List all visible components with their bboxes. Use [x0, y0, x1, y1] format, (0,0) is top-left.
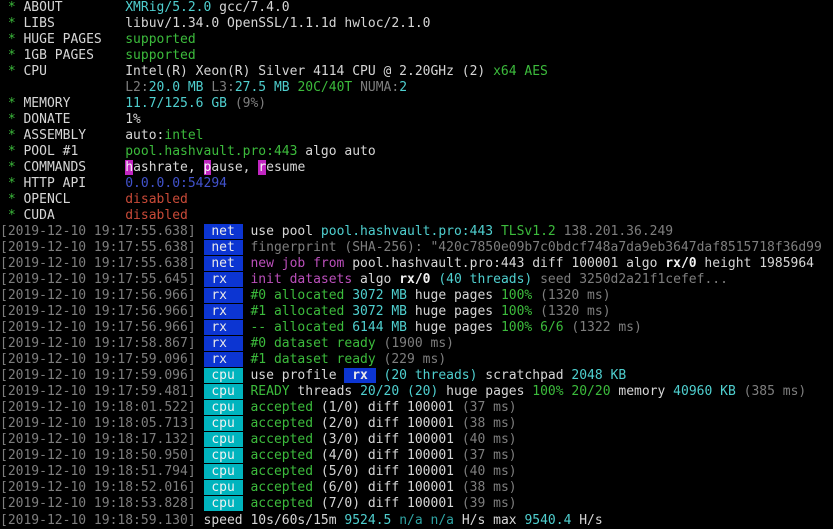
net-tag: net: [203, 224, 243, 240]
rx-tag: rx: [203, 352, 243, 368]
log-line-cpu-accepted-2: [2019-12-10 19:18:05.713] cpu accepted (…: [0, 416, 517, 432]
cpu-tag: cpu: [203, 400, 243, 416]
timestamp: [2019-12-10 19:17:55.645]: [0, 272, 196, 288]
log-line-net-fingerprint: [2019-12-10 19:17:55.638] net fingerprin…: [0, 240, 822, 256]
cpu-tag: cpu: [203, 416, 243, 432]
rx-profile-badge: rx: [344, 368, 376, 384]
config-line-commands: * COMMANDS hashrate, pause, resume: [0, 160, 306, 176]
log-line-cpu-accepted-7: [2019-12-10 19:18:53.828] cpu accepted (…: [0, 496, 517, 512]
timestamp: [2019-12-10 19:17:59.096]: [0, 352, 196, 368]
config-line-http-api: * HTTP API 0.0.0.0:54294: [0, 176, 227, 192]
config-line-1gb-pages: * 1GB PAGES supported: [0, 48, 196, 64]
timestamp: [2019-12-10 19:18:17.132]: [0, 432, 196, 448]
cpu-tag: cpu: [203, 432, 243, 448]
rx-tag: rx: [203, 336, 243, 352]
speed-label: speed: [203, 512, 243, 528]
log-line-rx-dataset-0: [2019-12-10 19:17:58.867] rx #0 dataset …: [0, 336, 454, 352]
timestamp: [2019-12-10 19:17:58.867]: [0, 336, 196, 352]
timestamp: [2019-12-10 19:17:55.638]: [0, 224, 196, 240]
config-line-huge-pages: * HUGE PAGES supported: [0, 32, 196, 48]
log-line-cpu-accepted-4: [2019-12-10 19:18:50.950] cpu accepted (…: [0, 448, 517, 464]
timestamp: [2019-12-10 19:18:05.713]: [0, 416, 196, 432]
rx-tag: rx: [203, 320, 243, 336]
cpu-tag: cpu: [203, 480, 243, 496]
timestamp: [2019-12-10 19:18:01.522]: [0, 400, 196, 416]
timestamp: [2019-12-10 19:18:50.950]: [0, 448, 196, 464]
cpu-tag: cpu: [203, 464, 243, 480]
config-line-cuda: * CUDA disabled: [0, 208, 188, 224]
timestamp: [2019-12-10 19:17:55.638]: [0, 256, 196, 272]
timestamp: [2019-12-10 19:18:59.130]: [0, 512, 196, 528]
config-line-cpu: * CPU Intel(R) Xeon(R) Silver 4114 CPU @…: [0, 64, 548, 80]
log-line-net-new-job: [2019-12-10 19:17:55.638] net new job fr…: [0, 256, 815, 272]
log-line-rx-alloc-0: [2019-12-10 19:17:56.966] rx #0 allocate…: [0, 288, 611, 304]
net-tag: net: [203, 256, 243, 272]
config-line-libs: * LIBS libuv/1.34.0 OpenSSL/1.1.1d hwloc…: [0, 16, 431, 32]
timestamp: [2019-12-10 19:18:53.828]: [0, 496, 196, 512]
timestamp: [2019-12-10 19:17:59.481]: [0, 384, 196, 400]
config-line-about: * ABOUT XMRig/5.2.0 gcc/7.4.0: [0, 0, 290, 15]
timestamp: [2019-12-10 19:17:56.966]: [0, 320, 196, 336]
timestamp: [2019-12-10 19:17:59.096]: [0, 368, 196, 384]
log-line-cpu-profile: [2019-12-10 19:17:59.096] cpu use profil…: [0, 368, 627, 384]
config-line-assembly: * ASSEMBLY auto:intel: [0, 128, 204, 144]
log-line-rx-alloc-1: [2019-12-10 19:17:56.966] rx #1 allocate…: [0, 304, 611, 320]
log-line-speed: [2019-12-10 19:18:59.130] speed 10s/60s/…: [0, 512, 603, 528]
config-line-pool: * POOL #1 pool.hashvault.pro:443 algo au…: [0, 144, 376, 160]
cpu-tag: cpu: [203, 368, 243, 384]
config-line-cpu-cache: L2:20.0 MB L3:27.5 MB 20C/40T NUMA:2: [125, 80, 408, 96]
log-line-cpu-accepted-5: [2019-12-10 19:18:51.794] cpu accepted (…: [0, 464, 517, 480]
log-line-rx-dataset-1: [2019-12-10 19:17:59.096] rx #1 dataset …: [0, 352, 447, 368]
log-line-net-use-pool: [2019-12-10 19:17:55.638] net use pool p…: [0, 224, 674, 240]
log-line-cpu-ready: [2019-12-10 19:17:59.481] cpu READY thre…: [0, 384, 807, 400]
cpu-tag: cpu: [203, 384, 243, 400]
cpu-tag: cpu: [203, 496, 243, 512]
timestamp: [2019-12-10 19:17:55.638]: [0, 240, 196, 256]
timestamp: [2019-12-10 19:18:52.016]: [0, 480, 196, 496]
config-line-memory: * MEMORY 11.7/125.6 GB (9%): [0, 96, 267, 112]
rx-tag: rx: [203, 272, 243, 288]
timestamp: [2019-12-10 19:17:56.966]: [0, 304, 196, 320]
cpu-tag: cpu: [203, 448, 243, 464]
rx-tag: rx: [203, 304, 243, 320]
log-line-cpu-accepted-6: [2019-12-10 19:18:52.016] cpu accepted (…: [0, 480, 517, 496]
log-line-rx-init: [2019-12-10 19:17:55.645] rx init datase…: [0, 272, 728, 288]
net-tag: net: [203, 240, 243, 256]
log-line-cpu-accepted-1: [2019-12-10 19:18:01.522] cpu accepted (…: [0, 400, 517, 416]
timestamp: [2019-12-10 19:18:51.794]: [0, 464, 196, 480]
config-line-donate: * DONATE 1%: [0, 112, 141, 128]
timestamp: [2019-12-10 19:17:56.966]: [0, 288, 196, 304]
log-line-rx-alloc-total: [2019-12-10 19:17:56.966] rx -- allocate…: [0, 320, 642, 336]
rx-tag: rx: [203, 288, 243, 304]
config-line-opencl: * OPENCL disabled: [0, 192, 188, 208]
log-line-cpu-accepted-3: [2019-12-10 19:18:17.132] cpu accepted (…: [0, 432, 517, 448]
